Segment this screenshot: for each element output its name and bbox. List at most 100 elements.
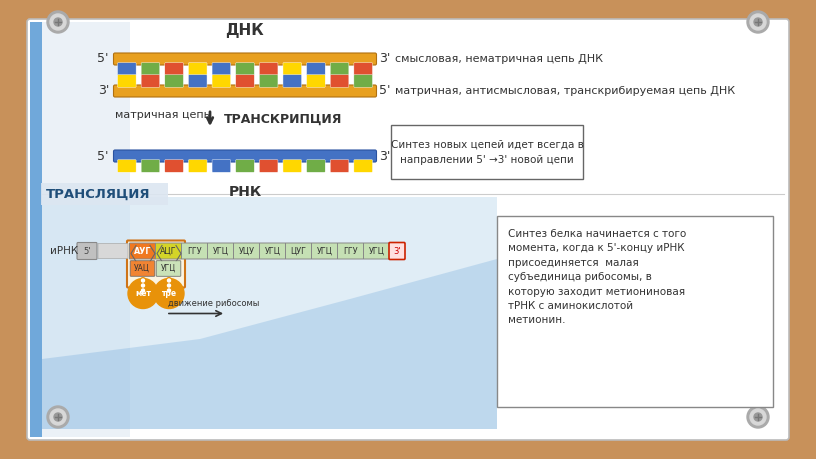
FancyBboxPatch shape [118,63,136,75]
Text: УАЦ: УАЦ [134,264,150,273]
Circle shape [50,409,66,425]
FancyBboxPatch shape [307,160,326,172]
Text: матричная, антисмысловая, транскрибируемая цепь ДНК: матричная, антисмысловая, транскрибируем… [395,86,735,96]
FancyBboxPatch shape [283,75,302,87]
Text: ГГУ: ГГУ [344,246,357,256]
FancyBboxPatch shape [286,243,312,259]
Polygon shape [42,259,497,429]
FancyBboxPatch shape [330,63,349,75]
Circle shape [754,18,762,26]
FancyBboxPatch shape [141,63,160,75]
FancyBboxPatch shape [338,243,363,259]
Text: ГГУ: ГГУ [187,246,202,256]
FancyBboxPatch shape [330,75,349,87]
FancyBboxPatch shape [497,216,773,407]
Circle shape [140,283,146,288]
FancyBboxPatch shape [283,160,302,172]
FancyBboxPatch shape [212,75,231,87]
Circle shape [47,11,69,33]
Text: ЦУГ: ЦУГ [290,246,307,256]
Text: 5': 5' [83,246,91,256]
Text: матричная цепь: матричная цепь [115,110,211,119]
FancyBboxPatch shape [212,63,231,75]
FancyBboxPatch shape [259,63,278,75]
Circle shape [166,288,172,293]
Text: УГЦ: УГЦ [161,264,175,273]
FancyBboxPatch shape [391,125,583,179]
Circle shape [141,284,144,287]
FancyBboxPatch shape [363,243,389,259]
FancyBboxPatch shape [259,75,278,87]
FancyBboxPatch shape [165,75,184,87]
FancyBboxPatch shape [207,243,233,259]
FancyBboxPatch shape [30,22,42,437]
Text: мет: мет [135,289,151,298]
FancyBboxPatch shape [330,160,349,172]
Circle shape [141,289,144,292]
Text: УГЦ: УГЦ [212,246,228,256]
FancyBboxPatch shape [113,53,376,65]
Circle shape [167,289,171,292]
Circle shape [166,278,172,283]
Text: направлении 5' →3' новой цепи: направлении 5' →3' новой цепи [400,155,574,165]
FancyBboxPatch shape [307,63,326,75]
Circle shape [754,413,762,421]
FancyBboxPatch shape [113,150,376,162]
Text: УГЦ: УГЦ [264,246,281,256]
FancyBboxPatch shape [41,183,168,205]
FancyBboxPatch shape [42,197,497,429]
Text: иРНК: иРНК [50,246,78,256]
Text: 3': 3' [393,246,401,256]
FancyBboxPatch shape [165,160,184,172]
Text: Синтез новых цепей идет всегда в: Синтез новых цепей идет всегда в [391,140,583,150]
Circle shape [128,279,158,308]
Text: 3': 3' [379,52,390,66]
FancyBboxPatch shape [259,243,286,259]
Text: УГЦ: УГЦ [317,246,332,256]
Text: 5': 5' [97,150,109,162]
FancyBboxPatch shape [354,63,372,75]
FancyBboxPatch shape [77,242,97,259]
FancyBboxPatch shape [156,243,181,259]
Circle shape [166,283,172,288]
Text: 3': 3' [98,84,109,97]
FancyBboxPatch shape [130,243,156,259]
Text: 3': 3' [379,150,390,162]
FancyBboxPatch shape [131,261,155,276]
Circle shape [747,11,769,33]
FancyBboxPatch shape [236,160,255,172]
Text: движение рибосомы: движение рибосомы [168,298,259,308]
Text: смысловая, нематричная цепь ДНК: смысловая, нематричная цепь ДНК [395,54,603,64]
FancyBboxPatch shape [236,63,255,75]
FancyBboxPatch shape [233,243,259,259]
Circle shape [167,279,171,282]
FancyBboxPatch shape [307,75,326,87]
Text: Синтез белка начинается с того
момента, когда к 5'-концу иРНК
присоединяется  ма: Синтез белка начинается с того момента, … [508,229,686,325]
Circle shape [750,14,766,30]
Text: УЦУ: УЦУ [238,246,255,256]
FancyBboxPatch shape [165,63,184,75]
FancyBboxPatch shape [118,160,136,172]
Circle shape [750,409,766,425]
Circle shape [141,279,144,282]
Circle shape [54,413,62,421]
FancyBboxPatch shape [181,243,207,259]
FancyBboxPatch shape [141,160,160,172]
FancyBboxPatch shape [188,75,207,87]
FancyBboxPatch shape [283,63,302,75]
Circle shape [54,18,62,26]
FancyBboxPatch shape [188,160,207,172]
Text: 5': 5' [97,52,109,66]
FancyBboxPatch shape [212,160,231,172]
FancyBboxPatch shape [188,63,207,75]
FancyBboxPatch shape [236,75,255,87]
FancyBboxPatch shape [30,22,130,437]
Text: РНК: РНК [228,185,262,198]
Text: АЦГ: АЦГ [160,246,177,256]
Circle shape [140,288,146,293]
FancyBboxPatch shape [98,244,128,258]
FancyBboxPatch shape [127,241,185,287]
FancyBboxPatch shape [113,85,376,97]
Text: ТРАНСЛЯЦИЯ: ТРАНСЛЯЦИЯ [46,187,150,201]
Circle shape [47,406,69,428]
